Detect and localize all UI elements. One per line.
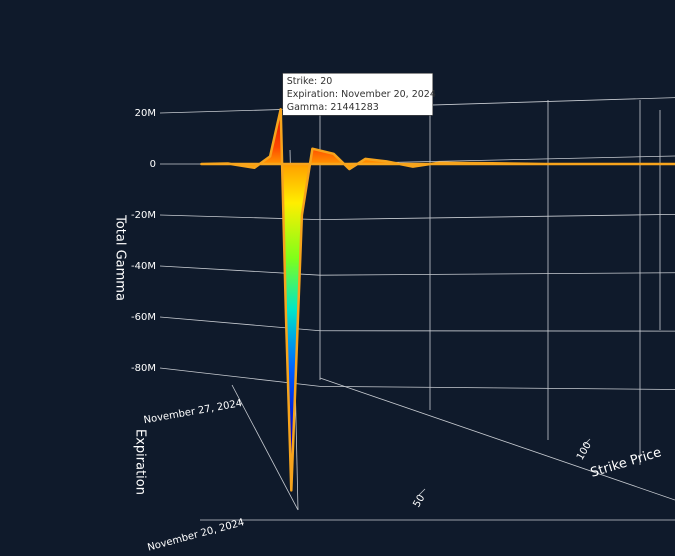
surface	[200, 108, 675, 492]
tooltip-line: Strike: 20	[287, 76, 333, 87]
z-axis-title: Total Gamma	[113, 214, 128, 301]
x-tick-label: 50	[411, 493, 427, 510]
y-tick-label: November 27, 2024	[143, 398, 243, 426]
tooltip: Strike: 20 Expiration: November 20, 2024 G…	[282, 73, 436, 116]
tooltip-line: Expiration: November 20, 2024	[287, 89, 436, 100]
z-tick-label: -60M	[131, 312, 156, 323]
z-tick-label: 0	[150, 159, 156, 170]
x-tick-mark	[418, 488, 426, 496]
x-axis-title: Strike Price	[589, 445, 663, 481]
grid-line	[319, 213, 675, 220]
x-tick-label: 100	[575, 440, 594, 462]
y-axis-title: Expiration	[133, 429, 148, 495]
z-tick-label: -20M	[131, 210, 156, 221]
tooltip-line: Gamma: 21441283	[287, 102, 379, 113]
grid-line	[319, 272, 675, 276]
grid-line	[319, 385, 675, 390]
tooltip-box	[282, 73, 434, 116]
y-tick-label: November 20, 2024	[146, 517, 245, 553]
x-tick-mark	[583, 438, 591, 446]
z-tick-label: -80M	[131, 363, 156, 374]
z-tick-label: -40M	[131, 261, 156, 272]
z-tick-label: 20M	[135, 108, 156, 119]
